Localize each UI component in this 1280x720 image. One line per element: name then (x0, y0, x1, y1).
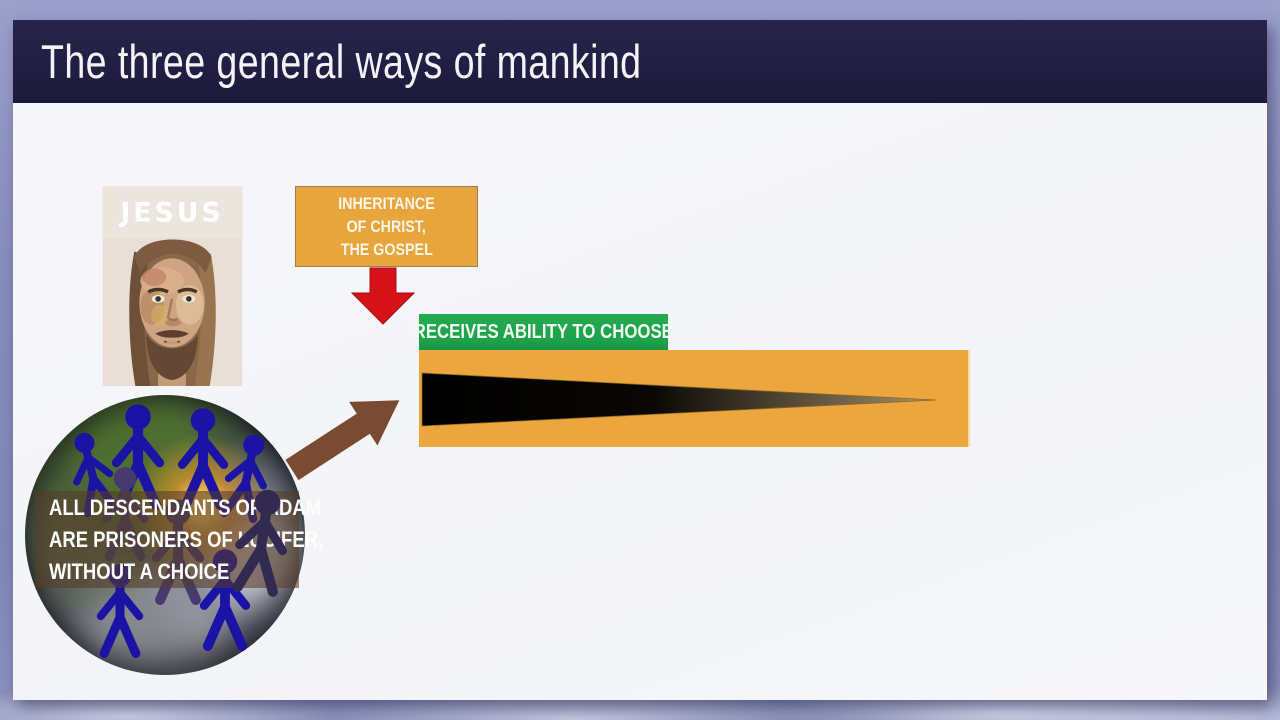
inheritance-box: INHERITANCE OF CHRIST, THE GOSPEL (295, 186, 478, 267)
globe-caption-line-3: WITHOUT A CHOICE (49, 558, 230, 584)
choice-timeline-bar (419, 350, 970, 447)
slide-header: The three general ways of mankind (13, 20, 1267, 103)
jesus-portrait-svg: JESUS (102, 186, 243, 386)
globe-caption-box: ALL DESCENDANTS OF ADAM ARE PRISONERS OF… (35, 491, 324, 588)
down-arrow-icon (350, 267, 416, 325)
presentation-slide: The three general ways of mankind (13, 20, 1267, 700)
receives-ability-banner: RECEIVES ABILITY TO CHOOSE (414, 314, 673, 351)
jesus-portrait-image: JESUS (102, 186, 243, 386)
receives-ability-label: RECEIVES ABILITY TO CHOOSE (413, 321, 674, 343)
inheritance-line-3: THE GOSPEL (340, 240, 433, 259)
inheritance-line-1: INHERITANCE (338, 194, 435, 213)
page-title: The three general ways of mankind (41, 35, 642, 88)
globe-caption-line-1: ALL DESCENDANTS OF ADAM (49, 494, 322, 520)
up-right-arrow-icon (285, 400, 400, 481)
black-wedge-shape (421, 372, 937, 427)
jesus-label: JESUS (118, 198, 223, 229)
globe-caption-line-2: ARE PRISONERS OF LUCIFER, (49, 526, 324, 552)
slide-body: JESUS INHERITANCE OF CHRIST, THE GOSPEL … (13, 103, 1267, 700)
inheritance-line-2: OF CHRIST, (346, 217, 427, 236)
